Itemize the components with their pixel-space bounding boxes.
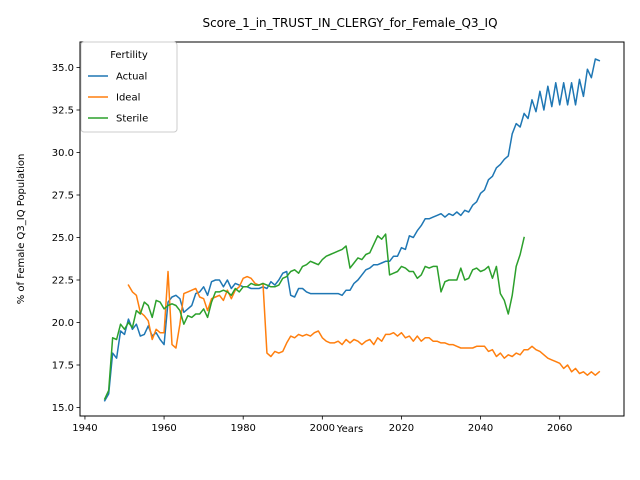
x-tick-label: 2020 xyxy=(389,423,414,434)
legend-label-sterile: Sterile xyxy=(116,114,148,125)
plot-area xyxy=(79,41,625,417)
y-tick-label: 22.5 xyxy=(52,276,74,287)
plot-frame xyxy=(79,41,625,417)
legend-label-actual: Actual xyxy=(116,72,147,83)
x-tick-label: 1940 xyxy=(72,423,97,434)
y-axis-label: % of Female Q3_IQ Population xyxy=(16,154,27,305)
x-tick-label: 1960 xyxy=(151,423,176,434)
series-line-sterile xyxy=(103,233,526,400)
chart-title: Score_1_in_TRUST_IN_CLERGY_for_Female_Q3… xyxy=(202,16,497,30)
y-tick-label: 32.5 xyxy=(52,106,74,117)
legend: Fertility Actual Ideal Sterile xyxy=(80,41,178,133)
y-tick-label: 35.0 xyxy=(52,63,74,74)
legend-entries: Actual Ideal Sterile xyxy=(88,72,148,125)
x-tick-label: 2060 xyxy=(547,423,572,434)
y-tick-label: 25.0 xyxy=(52,233,74,244)
y-tick-label: 27.5 xyxy=(52,191,74,202)
y-axis: 15.0 17.5 20.0 22.5 25.0 27.5 30.0 32.5 35.0 xyxy=(52,63,80,414)
x-tick-label: 2040 xyxy=(468,423,493,434)
x-tick-label: 2000 xyxy=(310,423,335,434)
series-line-ideal xyxy=(127,270,601,376)
y-tick-label: 20.0 xyxy=(52,318,74,329)
y-tick-label: 30.0 xyxy=(52,148,74,159)
legend-box xyxy=(80,41,178,133)
x-tick-label: 1980 xyxy=(230,423,255,434)
x-axis-label: Years xyxy=(336,424,363,435)
x-axis: 1940 1960 1980 2000 2020 2040 2060 xyxy=(72,416,572,434)
legend-label-ideal: Ideal xyxy=(116,93,140,104)
series-line-actual xyxy=(103,58,601,402)
y-tick-label: 17.5 xyxy=(52,361,74,372)
legend-title: Fertility xyxy=(110,50,148,61)
y-tick-label: 15.0 xyxy=(52,403,74,414)
